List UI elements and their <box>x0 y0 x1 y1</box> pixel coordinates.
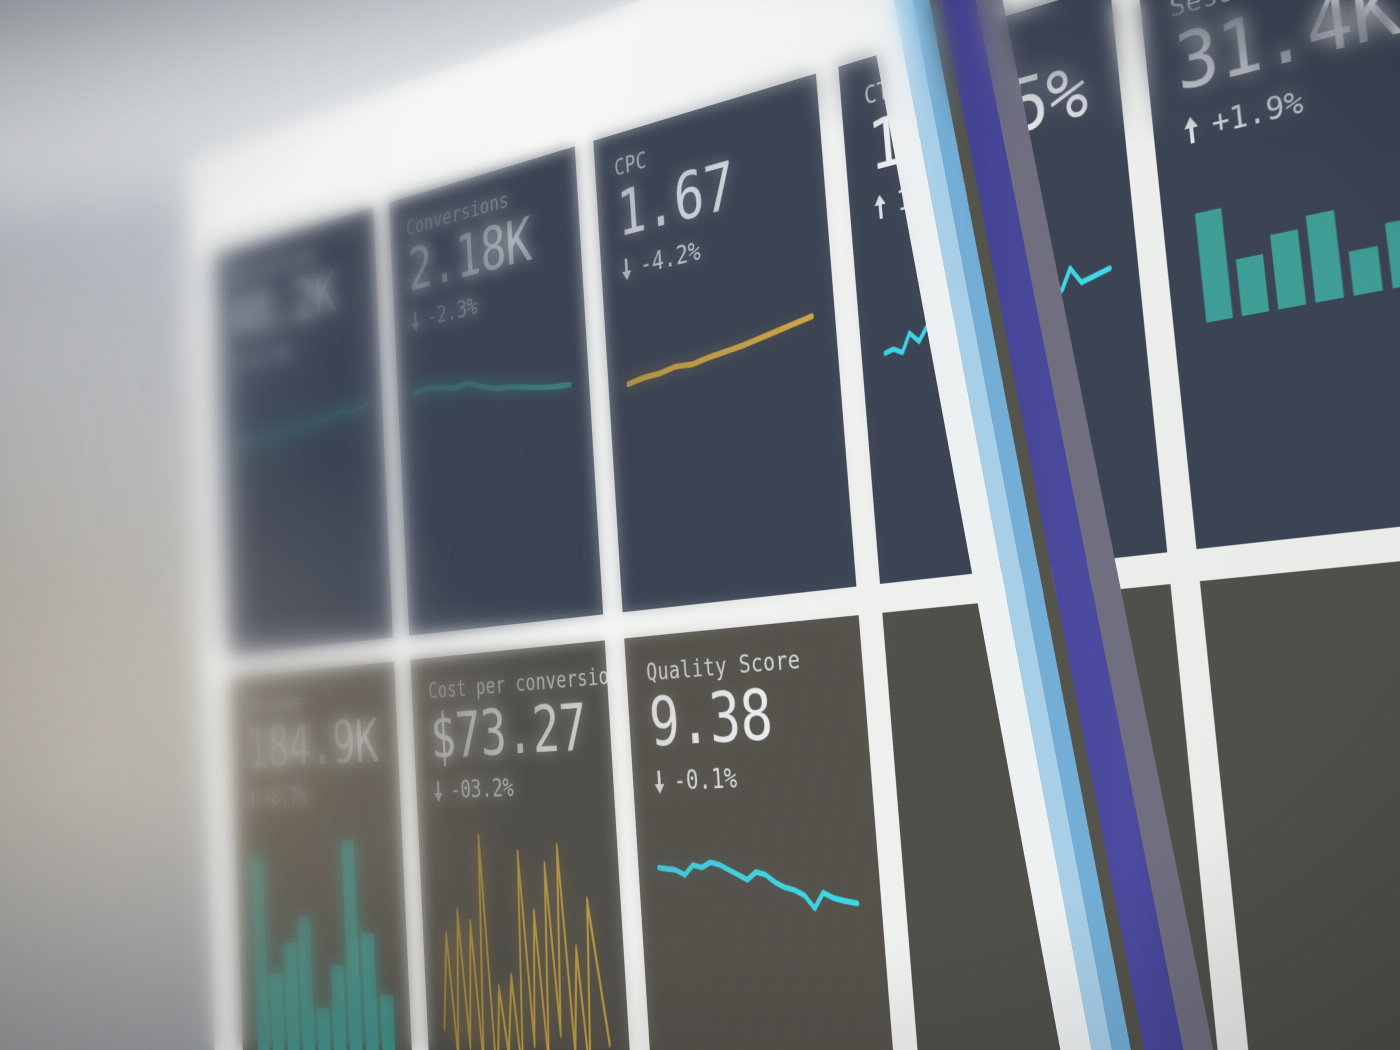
kpi-value: 9.38 <box>647 675 775 762</box>
sparkline-impressions <box>235 373 370 500</box>
kpi-card-impressions[interactable]: Impressions 48.2K +6.4% <box>215 207 393 656</box>
barchart-revenue <box>250 829 398 1050</box>
kpi-card-revenue[interactable]: Revenue 184.9K +8.7% <box>230 661 416 1050</box>
arrow-down-icon <box>411 310 420 333</box>
sparkline-path <box>414 358 570 417</box>
sparkline-ctr <box>877 204 1117 382</box>
kpi-card-sessions[interactable]: Sessions 31.4K +1.9% <box>1137 0 1400 550</box>
dashboard-screen: Impressions 48.2K +6.4% Conversions 2.18… <box>185 0 1400 1050</box>
chart-path <box>436 835 613 1050</box>
kpi-delta-value: -03.2% <box>449 773 515 806</box>
arrow-up-icon <box>233 355 241 376</box>
sparkline-path <box>236 404 368 448</box>
sparkline-path <box>626 317 814 385</box>
sparkline-path <box>880 244 1114 356</box>
bar-group <box>1194 208 1400 324</box>
kpi-value: $73.27 <box>428 690 589 773</box>
sparkline-cpc <box>623 272 818 429</box>
arrow-down-icon <box>433 780 443 803</box>
kpi-card-conversions[interactable]: Conversions 2.18K -2.3% <box>388 146 604 636</box>
sparkline-sessions <box>1188 120 1400 324</box>
sparkline-conversions <box>413 327 574 468</box>
kpi-card-quality-score[interactable]: Quality Score 9.38 -0.1% <box>624 615 903 1050</box>
linechart-cost-per-conversion <box>435 823 615 1050</box>
sparkline-quality-score <box>656 824 861 957</box>
arrow-down-icon <box>653 770 665 795</box>
arrow-up-icon <box>249 789 257 810</box>
arrow-down-icon <box>621 257 632 282</box>
kpi-card-cost-per-conversion[interactable]: Cost per conversion $73.27 -03.2% <box>410 640 636 1050</box>
kpi-card-cpc[interactable]: CPC 1.67 -4.2% <box>593 73 857 613</box>
kpi-delta: +8.7% <box>248 780 384 813</box>
kpi-delta: -0.1% <box>652 757 849 798</box>
kpi-value: 184.9K <box>245 706 380 782</box>
kpi-delta-value: -0.1% <box>672 762 739 798</box>
kpi-delta: -03.2% <box>433 770 595 806</box>
kpi-delta-value: +8.7% <box>262 783 308 812</box>
bar-group <box>251 840 398 1050</box>
sparkline-path <box>658 861 858 909</box>
kpi-delta-value: +6.4% <box>246 339 291 376</box>
arrow-up-icon <box>873 193 887 221</box>
